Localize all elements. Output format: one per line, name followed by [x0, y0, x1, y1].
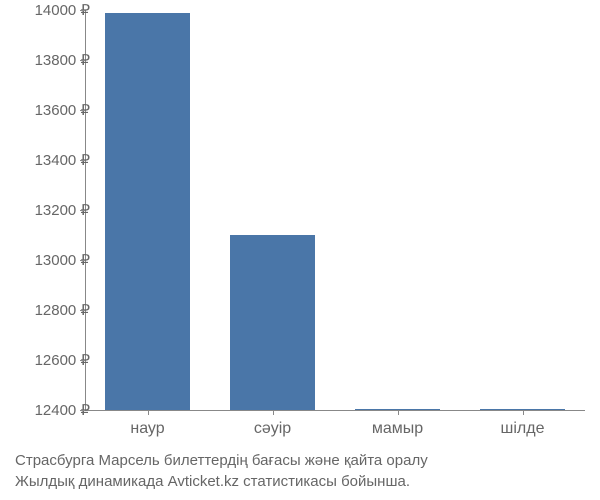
- x-tick-mark: [273, 410, 274, 415]
- x-axis-label: сәуір: [254, 420, 291, 438]
- x-axis-line: [85, 410, 585, 411]
- x-axis-label: мамыр: [372, 420, 423, 438]
- bar: [105, 13, 190, 411]
- chart-plot-area: [85, 10, 585, 410]
- x-axis-label: наур: [130, 420, 164, 438]
- x-tick-mark: [148, 410, 149, 415]
- x-tick-mark: [523, 410, 524, 415]
- y-tick-mark: [80, 410, 85, 411]
- caption-line-1: Страсбурга Марсель билеттердің бағасы жә…: [15, 450, 428, 471]
- x-tick-mark: [398, 410, 399, 415]
- caption-line-2: Жылдық динамикада Avticket.kz статистика…: [15, 471, 428, 492]
- x-axis-label: шілде: [501, 420, 545, 438]
- bar: [230, 235, 315, 410]
- chart-caption: Страсбурга Марсель билеттердің бағасы жә…: [15, 450, 428, 492]
